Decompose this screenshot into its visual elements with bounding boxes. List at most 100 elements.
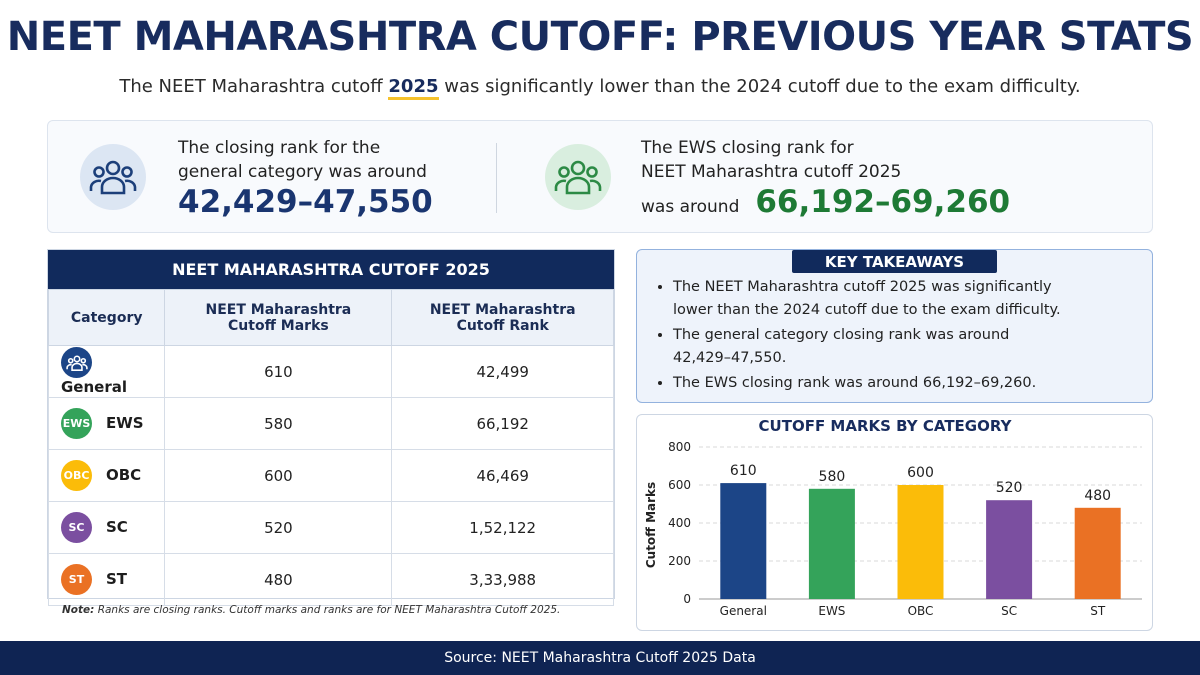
table-cell: 1,52,122	[391, 501, 614, 554]
table-title: NEET MAHARASHTRA CUTOFF 2025	[48, 250, 614, 289]
category-name: EWS	[106, 414, 144, 432]
cell-text: 3,33,988	[469, 570, 537, 589]
note: Note: Ranks are closing ranks. Cutoff ma…	[62, 604, 560, 616]
cell-text: 66,192	[476, 414, 529, 433]
column-header: Category	[47, 289, 166, 346]
bar	[808, 488, 855, 599]
value-label: 610	[730, 463, 757, 479]
people-icon	[80, 144, 146, 210]
cell-text: 580	[264, 414, 293, 433]
category-cell: ST ST	[47, 553, 166, 606]
takeaway-item: The NEET Maharashtra cutoff 2025 was sig…	[673, 276, 1068, 322]
category-cell: EWS EWS	[47, 397, 166, 450]
value-label: 480	[1084, 488, 1111, 504]
takeaways-list: The NEET Maharashtra cutoff 2025 was sig…	[653, 276, 1068, 397]
y-axis-label: Cutoff Marks	[644, 482, 658, 568]
x-tick-label: EWS	[818, 604, 845, 618]
category-name: General	[61, 378, 127, 396]
title: NEET MAHARASHTRA CUTOFF: PREVIOUS YEAR S…	[6, 14, 1194, 60]
table: Category NEET Maharashtra Cutoff Marks NEE…	[47, 289, 614, 606]
subtitle: The NEET Maharashtra cutoff 2025 was sig…	[0, 76, 1200, 100]
bar	[1074, 507, 1121, 599]
header-row: Category NEET Maharashtra Cutoff Marks NEE…	[47, 289, 614, 346]
subtitle-text: The NEET Maharashtra cutoff	[119, 76, 383, 97]
table-row: SC SC 520 1,52,122	[47, 501, 614, 554]
bar	[720, 483, 767, 599]
stat-line: was around	[641, 197, 740, 217]
x-tick-label: General	[720, 604, 767, 618]
takeaways: KEY TAKEAWAYS The NEET Maharashtra cutof…	[636, 249, 1153, 403]
table-row: EWS EWS 580 66,192	[47, 397, 614, 450]
table-cell: 600	[164, 449, 393, 502]
category-cell: OBC OBC	[47, 449, 166, 502]
stat-text: The EWS closing rank for NEET Maharashtr…	[641, 136, 1010, 220]
chart-title: CUTOFF MARKS BY CATEGORY	[759, 417, 1013, 435]
subtitle-highlight: 2025	[388, 76, 439, 100]
table-cell: 480	[164, 553, 393, 606]
bar	[986, 500, 1033, 599]
table-cell: 520	[164, 501, 393, 554]
stat-line: NEET Maharashtra cutoff 2025	[641, 162, 902, 182]
category-badge: OBC	[61, 460, 92, 491]
category-name: OBC	[106, 466, 142, 484]
cell-text: 520	[264, 518, 293, 537]
people-icon	[545, 144, 611, 210]
stats-panel: The closing rank for the general categor…	[47, 120, 1153, 233]
stat-value: 42,429–47,550	[178, 184, 433, 220]
category-cell: General	[47, 345, 166, 398]
footer: Source: NEET Maharashtra Cutoff 2025 Dat…	[0, 641, 1200, 675]
column-header: NEET Maharashtra Cutoff Rank	[391, 289, 614, 346]
table-row: ST ST 480 3,33,988	[47, 553, 614, 606]
category-badge: SC	[61, 512, 92, 543]
y-tick-label: 400	[668, 516, 691, 530]
cell-text: 610	[264, 362, 293, 381]
table-row: General 610 42,499	[47, 345, 614, 398]
note-label: Note:	[62, 604, 95, 616]
table-cell: 3,33,988	[391, 553, 614, 606]
bar	[897, 485, 944, 599]
table-row: OBC OBC 600 46,469	[47, 449, 614, 502]
x-tick-label: SC	[1001, 604, 1017, 618]
cell-text: 480	[264, 570, 293, 589]
cell-text: 600	[264, 466, 293, 485]
value-label: 600	[907, 465, 934, 481]
takeaway-item: The EWS closing rank was around 66,192–6…	[673, 372, 1068, 395]
value-label: 520	[996, 480, 1023, 496]
divider	[496, 143, 497, 213]
table-cell: 42,499	[391, 345, 614, 398]
stat-line: The closing rank for the	[178, 138, 381, 158]
stat-value: 66,192–69,260	[755, 184, 1011, 220]
note-text: Ranks are closing ranks. Cutoff marks an…	[97, 604, 561, 616]
y-tick-label: 800	[668, 440, 691, 454]
stat-line: The EWS closing rank for	[641, 138, 854, 158]
table-cell: 610	[164, 345, 393, 398]
category-cell: SC SC	[47, 501, 166, 554]
category-badge: ST	[61, 564, 92, 595]
table-cell: 66,192	[391, 397, 614, 450]
stat-text: The closing rank for the general categor…	[178, 136, 433, 220]
y-tick-label: 600	[668, 478, 691, 492]
cell-text: 42,499	[476, 362, 529, 381]
cell-text: 46,469	[476, 466, 529, 485]
category-badge	[61, 347, 92, 378]
subtitle-text: was significantly lower than the 2024 cu…	[444, 76, 1081, 97]
chart-panel: CUTOFF MARKS BY CATEGORY Cutoff Marks 0 2…	[636, 414, 1153, 631]
takeaways-title: KEY TAKEAWAYS	[792, 250, 997, 273]
y-tick-label: 200	[668, 554, 691, 568]
category-name: ST	[106, 570, 128, 588]
value-label: 580	[819, 469, 846, 485]
table-cell: 580	[164, 397, 393, 450]
table-body: General 610 42,499 EWS EWS 580 66,192 OBC OBC 600…	[47, 345, 614, 606]
cutoff-table: NEET MAHARASHTRA CUTOFF 2025 Category NEE…	[47, 249, 615, 606]
chart: CUTOFF MARKS BY CATEGORY Cutoff Marks 0 2…	[644, 417, 1142, 618]
x-tick-label: OBC	[908, 604, 934, 618]
stat-line: general category was around	[178, 162, 427, 182]
category-name: SC	[106, 518, 128, 536]
takeaway-item: The general category closing rank was ar…	[673, 324, 1068, 370]
column-header: NEET Maharashtra Cutoff Marks	[164, 289, 393, 346]
x-tick-label: ST	[1090, 604, 1106, 618]
y-tick-label: 0	[683, 592, 691, 606]
cell-text: 1,52,122	[469, 518, 537, 537]
table-cell: 46,469	[391, 449, 614, 502]
